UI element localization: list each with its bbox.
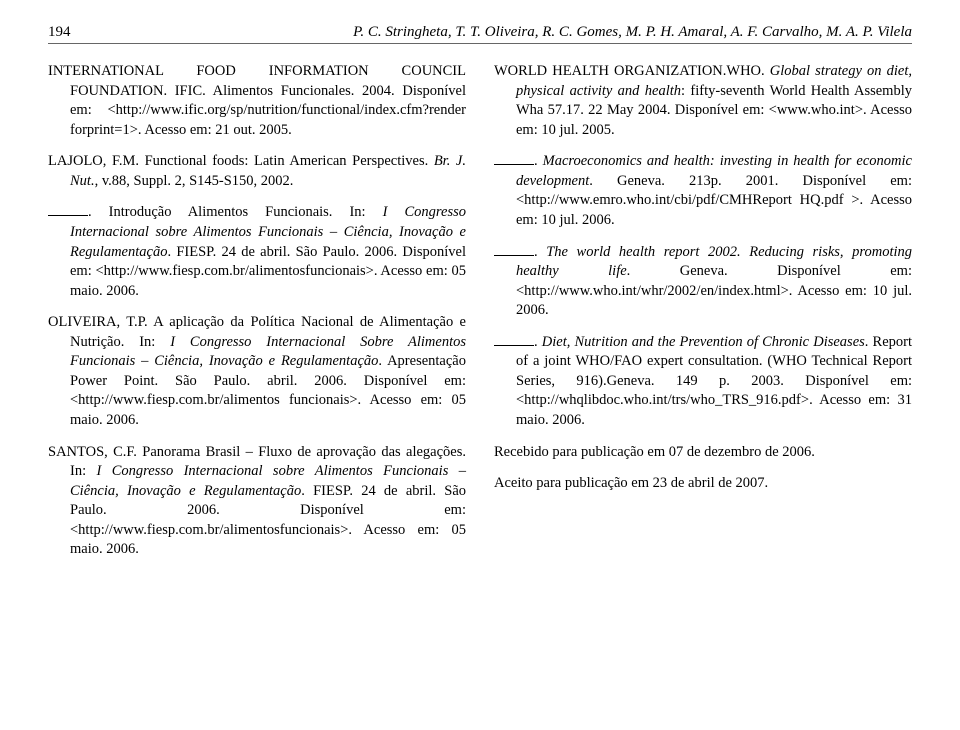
reference-entry: SANTOS, C.F. Panorama Brasil – Fluxo de … (48, 443, 466, 560)
blank-author-line (494, 345, 534, 346)
reference-entry: LAJOLO, F.M. Functional foods: Latin Ame… (48, 152, 466, 191)
author-names: P. C. Stringheta, T. T. Oliveira, R. C. … (353, 24, 912, 41)
page-header: 194 P. C. Stringheta, T. T. Oliveira, R.… (48, 24, 912, 44)
right-column: WORLD HEALTH ORGANIZATION.WHO. Global st… (494, 62, 912, 572)
page-container: 194 P. C. Stringheta, T. T. Oliveira, R.… (0, 0, 960, 596)
reference-text: WORLD HEALTH ORGANIZATION.WHO. (494, 63, 770, 79)
reference-text: INTERNATIONAL FOOD INFORMATION COUNCIL F… (48, 63, 466, 138)
reference-text: . Introdução Alimentos Funcionais. In: (88, 204, 383, 220)
reference-entry: . Macroeconomics and health: investing i… (494, 152, 912, 230)
reference-text: . (534, 334, 542, 350)
accepted-date: Aceito para publicação em 23 de abril de… (494, 474, 912, 494)
reference-text: . (534, 153, 543, 169)
blank-author-line (494, 164, 534, 165)
left-column: INTERNATIONAL FOOD INFORMATION COUNCIL F… (48, 62, 466, 572)
reference-entry: . Introdução Alimentos Funcionais. In: I… (48, 203, 466, 301)
received-date: Recebido para publicação em 07 de dezemb… (494, 443, 912, 463)
reference-italic: Diet, Nutrition and the Prevention of Ch… (542, 334, 865, 350)
blank-author-line (48, 215, 88, 216)
reference-entry: WORLD HEALTH ORGANIZATION.WHO. Global st… (494, 62, 912, 140)
reference-text: LAJOLO, F.M. Functional foods: Latin Ame… (48, 153, 434, 169)
reference-entry: . The world health report 2002. Reducing… (494, 243, 912, 321)
reference-entry: OLIVEIRA, T.P. A aplicação da Política N… (48, 313, 466, 430)
reference-text: , v.88, Suppl. 2, S145-S150, 2002. (95, 173, 294, 189)
reference-entry: . Diet, Nutrition and the Prevention of … (494, 333, 912, 431)
reference-entry: INTERNATIONAL FOOD INFORMATION COUNCIL F… (48, 62, 466, 140)
two-column-layout: INTERNATIONAL FOOD INFORMATION COUNCIL F… (48, 62, 912, 572)
reference-text: . (534, 244, 546, 260)
blank-author-line (494, 255, 534, 256)
page-number: 194 (48, 24, 71, 41)
